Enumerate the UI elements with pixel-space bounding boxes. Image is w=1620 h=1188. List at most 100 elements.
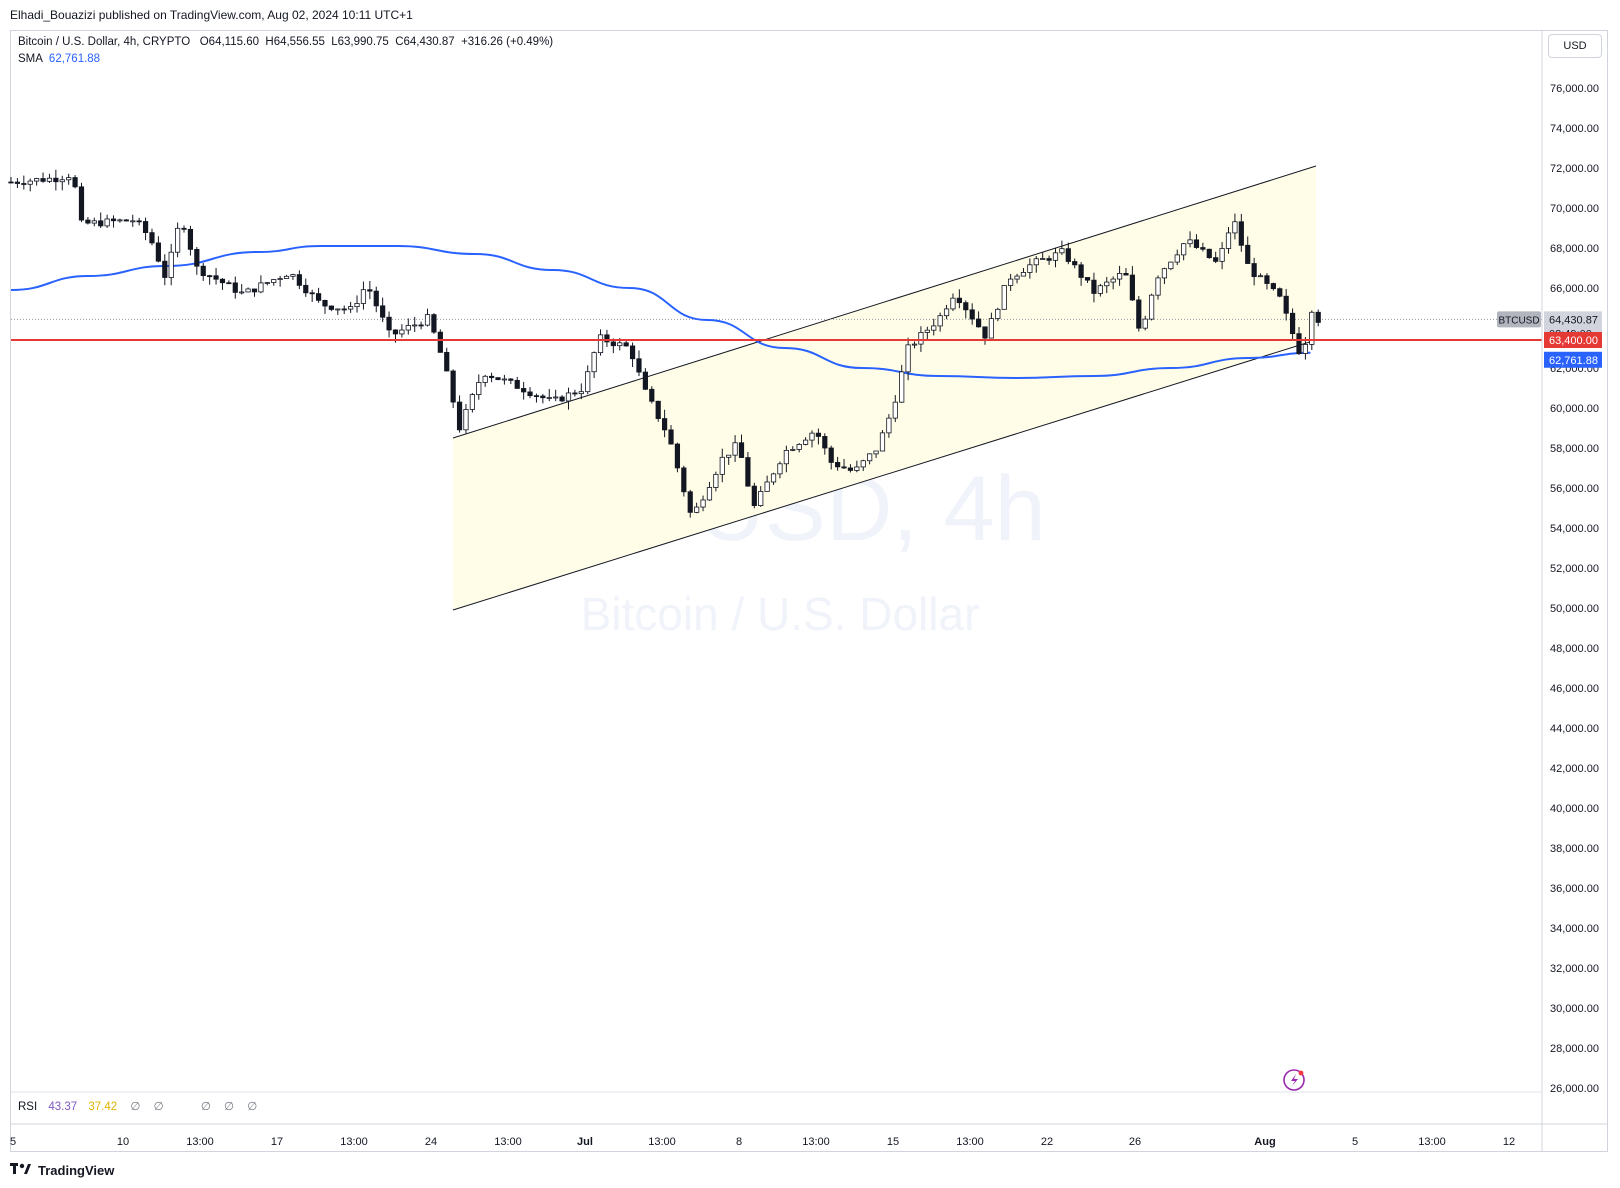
candle (873, 450, 879, 458)
candle (85, 217, 91, 225)
candle (553, 389, 559, 402)
candle (104, 214, 110, 229)
candle-body (822, 436, 828, 449)
candle-body (597, 334, 604, 354)
candle-body (444, 351, 450, 372)
candle (194, 246, 200, 275)
rsi-null-3: ∅ (200, 1101, 211, 1113)
candle-body (495, 377, 501, 381)
candle (533, 393, 540, 403)
candle (540, 393, 546, 404)
candle (700, 495, 706, 512)
candle-body (207, 275, 213, 278)
price-tick-label: 60,000.00 (1550, 403, 1599, 415)
candle-body (1225, 232, 1232, 249)
candle-body (796, 444, 802, 450)
rsi-label: RSI (18, 1101, 38, 1113)
candle-body (899, 371, 905, 403)
candle-body (540, 395, 546, 399)
price-tick-label: 68,000.00 (1550, 243, 1599, 255)
candle (463, 404, 469, 434)
candle (1296, 327, 1302, 355)
brand-footer[interactable]: TradingView (10, 1162, 114, 1179)
candle-body (719, 456, 725, 475)
candle (219, 278, 226, 290)
candle-body (1033, 258, 1039, 266)
candle (348, 301, 354, 313)
candle (655, 400, 661, 422)
candle (911, 341, 918, 349)
candle-body (585, 371, 591, 393)
candle (213, 267, 219, 285)
rsi-ma-value: 37.42 (88, 1101, 118, 1113)
candle (1123, 268, 1129, 276)
candle (1008, 273, 1014, 291)
candle-body (867, 453, 873, 462)
candle-body (456, 401, 463, 431)
time-axis[interactable]: 5 10 13:00 17 13:00 24 13:00 Jul 13:00 8 13:00 15 13… (10, 1136, 1515, 1148)
candle (867, 453, 873, 465)
ascending-channel[interactable] (11, 165, 1542, 611)
candle (649, 386, 655, 404)
candle-body (341, 308, 347, 311)
candle-body (764, 481, 770, 492)
candle (27, 178, 33, 192)
candle-body (424, 314, 431, 326)
lightning-icon[interactable] (1283, 1069, 1305, 1091)
candle-body (264, 282, 270, 284)
candle (59, 175, 65, 191)
candle (482, 374, 488, 387)
change-value: +316.26 (+0.49%) (461, 36, 554, 48)
candle (1040, 252, 1046, 260)
candle-body (1200, 247, 1206, 250)
symbol-description[interactable]: Bitcoin / U.S. Dollar, 4h, CRYPTO (18, 36, 191, 48)
level-price-label: 63,400.00 (1549, 335, 1598, 347)
candle-body (1213, 257, 1219, 262)
candle-body (956, 297, 962, 304)
candle-body (1059, 248, 1065, 254)
time-tick-label: 13:00 (186, 1136, 214, 1148)
price-axis[interactable]: 76,000.00 74,000.00 72,000.00 70,000.00 68,0… (1497, 83, 1602, 1095)
candle-body (809, 432, 815, 441)
candle (155, 236, 161, 263)
currency-selector[interactable]: USD (1548, 34, 1602, 58)
sma-price-label: 62,761.88 (1549, 355, 1598, 367)
candle-body (943, 308, 950, 317)
candle-body (21, 183, 27, 185)
candle (450, 369, 456, 408)
candle (758, 486, 764, 507)
candle (1046, 255, 1052, 265)
candle (34, 177, 40, 186)
candle (572, 389, 578, 397)
candle (726, 454, 732, 465)
candle (495, 377, 501, 381)
candle (296, 270, 302, 290)
rsi-legend[interactable]: RSI 43.37 37.42 ∅ ∅ ∅ ∅ ∅ (18, 1099, 257, 1113)
candle-body (1123, 273, 1129, 276)
candle-body (1065, 248, 1071, 262)
rsi-null-2: ∅ (153, 1101, 164, 1113)
candle-body (181, 227, 187, 230)
sma-row[interactable]: SMA 62,761.88 (18, 51, 553, 68)
candle (681, 465, 687, 497)
candle (1283, 288, 1289, 321)
candle-body (1155, 277, 1161, 296)
candles (8, 169, 1321, 518)
candle-body (553, 396, 559, 399)
candle (1116, 265, 1123, 286)
candle-body (533, 395, 540, 398)
candle-body (290, 274, 296, 277)
sma-label: SMA (18, 53, 43, 65)
sma-value: 62,761.88 (48, 53, 101, 65)
candle-body (392, 329, 399, 335)
price-tick-label: 36,000.00 (1550, 883, 1599, 895)
candle-body (841, 466, 847, 469)
candle (1110, 276, 1116, 290)
candle-body (399, 329, 405, 335)
candle-body (655, 400, 661, 419)
candle-body (854, 466, 860, 471)
chart-legend: Bitcoin / U.S. Dollar, 4h, CRYPTO O64,11… (18, 34, 553, 68)
candle-body (1187, 239, 1193, 245)
time-tick-label: 12 (1503, 1136, 1515, 1148)
